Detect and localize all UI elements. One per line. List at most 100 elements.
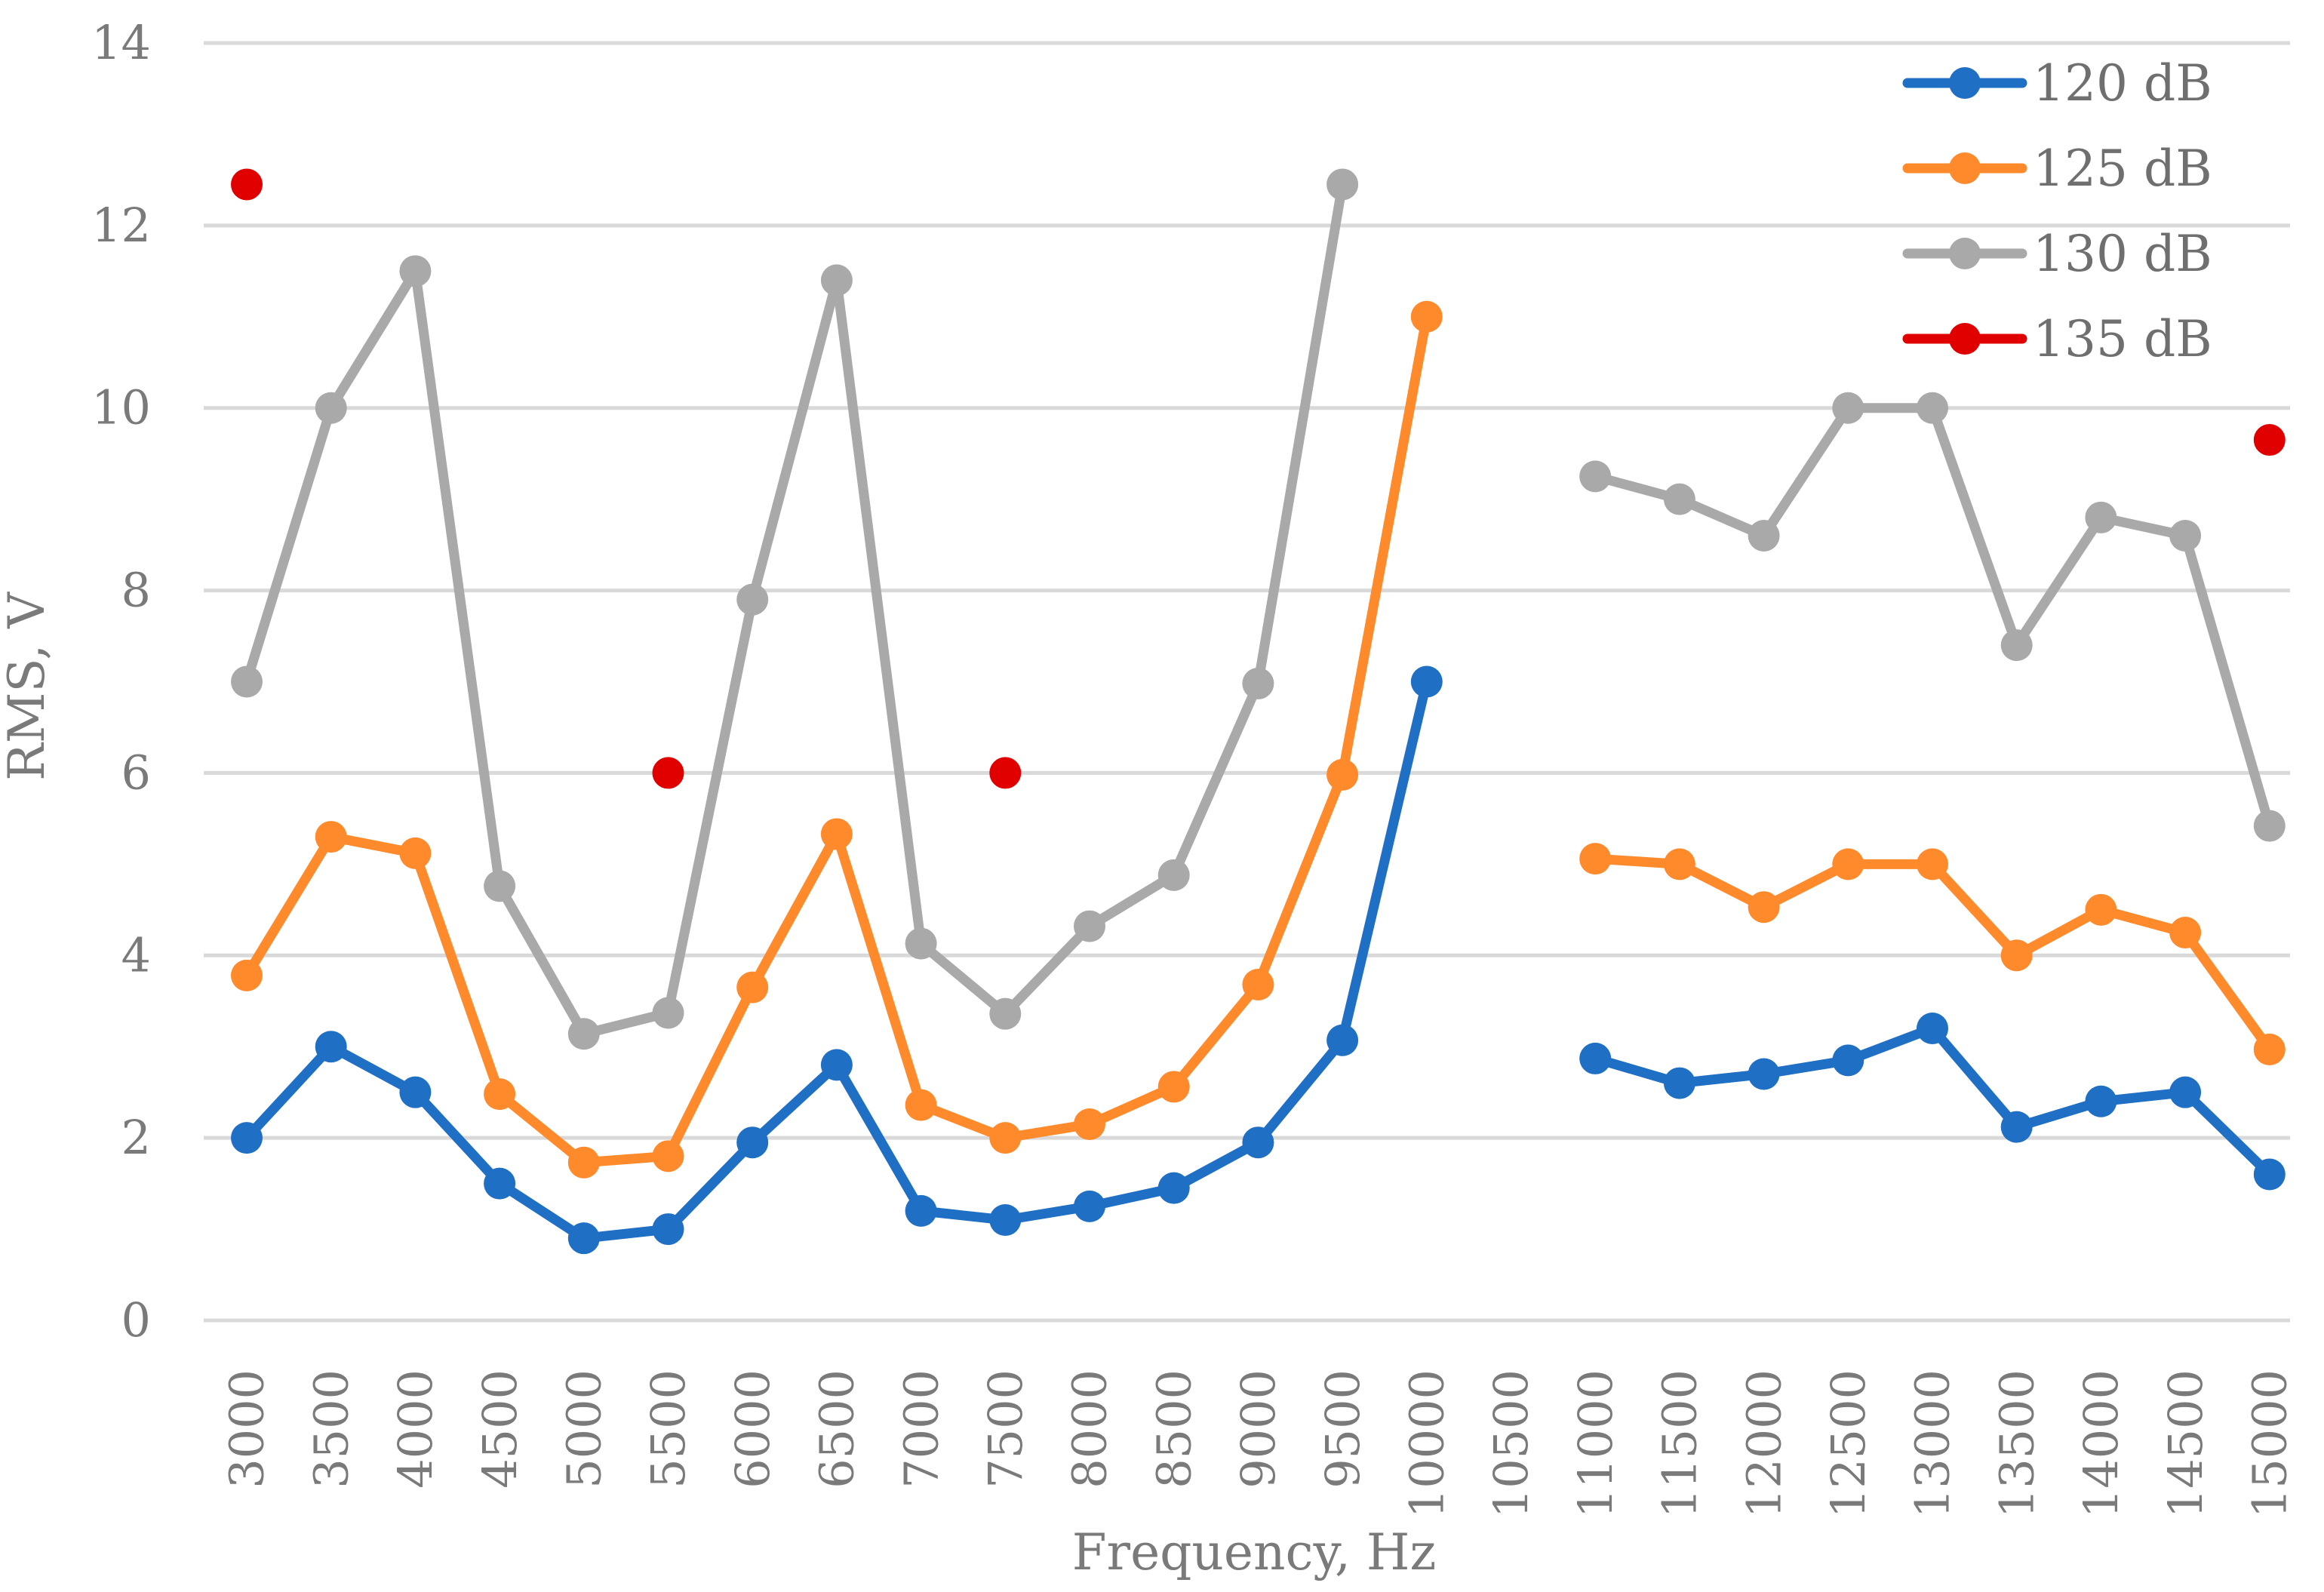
data-point	[1326, 168, 1359, 201]
y-tick-label: 10	[91, 380, 151, 435]
x-tick-label: 11500	[1652, 1369, 1708, 1518]
series-125-dB	[231, 300, 2286, 1179]
data-point	[2000, 1111, 2033, 1143]
data-point	[820, 264, 853, 297]
data-point	[1157, 859, 1190, 891]
data-point	[1579, 843, 1612, 875]
data-point	[1748, 891, 1780, 924]
data-point	[2169, 1076, 2202, 1108]
data-point	[1326, 758, 1359, 791]
data-point	[652, 1140, 684, 1172]
data-series	[231, 168, 2286, 1255]
data-point	[484, 1078, 516, 1111]
data-point	[652, 757, 684, 789]
data-point	[2085, 501, 2117, 533]
data-point	[1663, 483, 1695, 515]
series-line	[1590, 403, 2275, 831]
data-point	[231, 959, 263, 991]
data-point	[652, 1213, 684, 1246]
data-point	[1410, 665, 1443, 698]
data-point	[2085, 1085, 2117, 1117]
series-line	[241, 312, 1432, 1168]
data-point	[1663, 848, 1695, 881]
data-point	[484, 870, 516, 902]
legend-label: 135 dB	[2033, 310, 2212, 368]
data-point	[1748, 1058, 1780, 1090]
legend-marker	[1949, 67, 1981, 99]
x-tick-label: 4000	[388, 1369, 443, 1489]
data-point	[2169, 520, 2202, 552]
data-point	[567, 1222, 600, 1255]
x-axis-tick-labels: 3000 3500 4000 4500 5000 5500 6000 6500 7000 7500…	[220, 1369, 2298, 1518]
data-point	[1579, 460, 1612, 493]
data-point	[2253, 1158, 2286, 1191]
y-tick-label: 8	[121, 563, 151, 618]
legend-marker	[1949, 238, 1981, 269]
data-point	[989, 1203, 1022, 1236]
data-point	[1748, 520, 1780, 552]
legend-label: 125 dB	[2033, 140, 2212, 198]
legend: 120 dB 125 dB 130 dB 135 dB	[1902, 54, 2212, 368]
x-tick-label: 11000	[1568, 1369, 1623, 1518]
x-tick-label: 13000	[1905, 1369, 1960, 1518]
x-tick-label: 9000	[1231, 1369, 1286, 1489]
x-tick-label: 14500	[2158, 1369, 2213, 1518]
y-axis-tick-labels: 0 2 4 6 8 10 12 14	[91, 15, 151, 1348]
data-point	[1917, 1013, 1948, 1045]
legend-label: 130 dB	[2033, 225, 2212, 283]
data-point	[315, 821, 347, 853]
x-tick-label: 3000	[220, 1369, 275, 1489]
x-tick-label: 3500	[303, 1369, 358, 1489]
data-point	[1242, 1126, 1274, 1159]
data-point	[1157, 1071, 1190, 1103]
data-point	[2000, 939, 2033, 972]
legend-marker	[1949, 323, 1981, 355]
data-point	[905, 927, 937, 960]
data-point	[2253, 810, 2286, 842]
data-point	[1074, 1190, 1105, 1222]
data-point	[1832, 392, 1864, 424]
data-point	[1326, 1024, 1359, 1056]
data-point	[1917, 848, 1948, 881]
data-point	[315, 392, 347, 424]
data-point	[1832, 1044, 1864, 1077]
legend-item: 125 dB	[1902, 140, 2212, 198]
legend-item: 135 dB	[1902, 310, 2212, 368]
data-point	[231, 665, 263, 698]
data-point	[1157, 1172, 1190, 1204]
legend-item: 120 dB	[1902, 54, 2212, 112]
data-point	[399, 255, 432, 287]
x-tick-label: 15000	[2243, 1369, 2298, 1518]
y-tick-label: 12	[91, 198, 151, 253]
data-point	[1074, 1108, 1105, 1141]
series-120-dB	[231, 665, 2286, 1255]
x-tick-label: 14000	[2073, 1369, 2129, 1518]
x-tick-label: 4500	[472, 1369, 527, 1489]
data-point	[1242, 667, 1274, 699]
data-point	[1663, 1067, 1695, 1099]
data-point	[1410, 300, 1443, 333]
series-135-dB	[231, 168, 2286, 789]
legend-label: 120 dB	[2033, 54, 2212, 112]
x-tick-label: 10500	[1483, 1369, 1539, 1518]
x-tick-label: 12000	[1736, 1369, 1791, 1518]
data-point	[399, 1076, 432, 1108]
data-point	[820, 818, 853, 850]
x-tick-label: 12500	[1821, 1369, 1876, 1518]
legend-item: 130 dB	[1902, 225, 2212, 283]
data-point	[567, 1146, 600, 1179]
data-point	[315, 1031, 347, 1063]
y-axis-title: RMS, V	[0, 592, 56, 781]
data-point	[905, 1194, 937, 1227]
y-tick-label: 14	[91, 15, 151, 70]
x-tick-label: 9500	[1315, 1369, 1370, 1489]
x-tick-label: 13500	[1989, 1369, 2044, 1518]
x-tick-label: 10000	[1400, 1369, 1455, 1518]
series-line	[1590, 1023, 2275, 1180]
x-tick-label: 8500	[1146, 1369, 1201, 1489]
data-point	[1074, 910, 1105, 942]
data-point	[2253, 424, 2286, 456]
data-point	[2169, 917, 2202, 949]
x-tick-label: 6500	[810, 1369, 865, 1489]
data-point	[736, 1126, 769, 1159]
